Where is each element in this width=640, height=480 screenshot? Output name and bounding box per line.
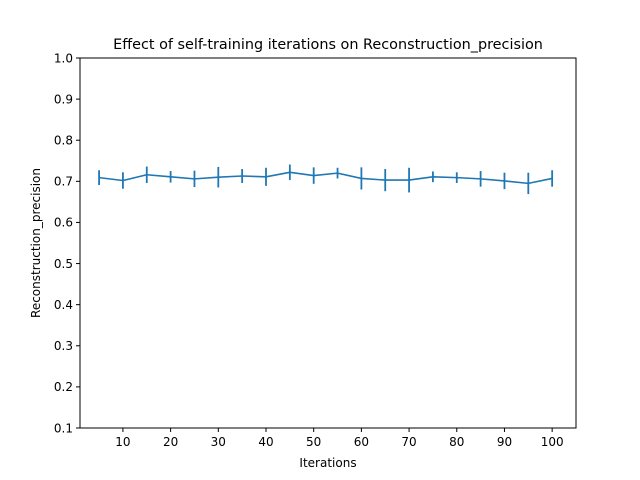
x-tick-label: 50 [306,435,321,449]
plot-frame [79,57,577,429]
y-tick-label: 0.5 [54,257,73,271]
x-tick-label: 20 [163,435,178,449]
y-tick-label: 0.2 [54,380,73,394]
x-axis: 10 20 30 40 50 60 70 80 90 100 [115,428,564,449]
series-line [98,171,553,185]
x-tick-label: 100 [541,435,564,449]
y-tick-label: 1.0 [54,51,73,65]
x-tick-label: 90 [497,435,512,449]
x-axis-label: Iterations [299,456,356,470]
y-tick-label: 0.7 [54,175,73,189]
chart-title: Effect of self-training iterations on Re… [113,37,543,53]
x-tick-label: 10 [115,435,130,449]
x-tick-label: 80 [449,435,464,449]
y-tick-label: 0.4 [54,298,73,312]
y-tick-label: 0.3 [54,339,73,353]
x-tick-label: 70 [401,435,416,449]
y-axis-label: Reconstruction_precision [29,168,43,318]
y-tick-label: 0.8 [54,134,73,148]
x-tick-label: 60 [354,435,369,449]
plot-area [98,164,554,195]
y-tick-label: 0.9 [54,92,73,106]
y-tick-label: 0.1 [54,421,73,435]
y-tick-label: 0.6 [54,216,73,230]
x-tick-label: 40 [258,435,273,449]
y-axis: 0.1 0.2 0.3 0.4 0.5 0.6 0.7 0.8 0.9 1.0 [54,51,80,435]
x-tick-label: 30 [211,435,226,449]
